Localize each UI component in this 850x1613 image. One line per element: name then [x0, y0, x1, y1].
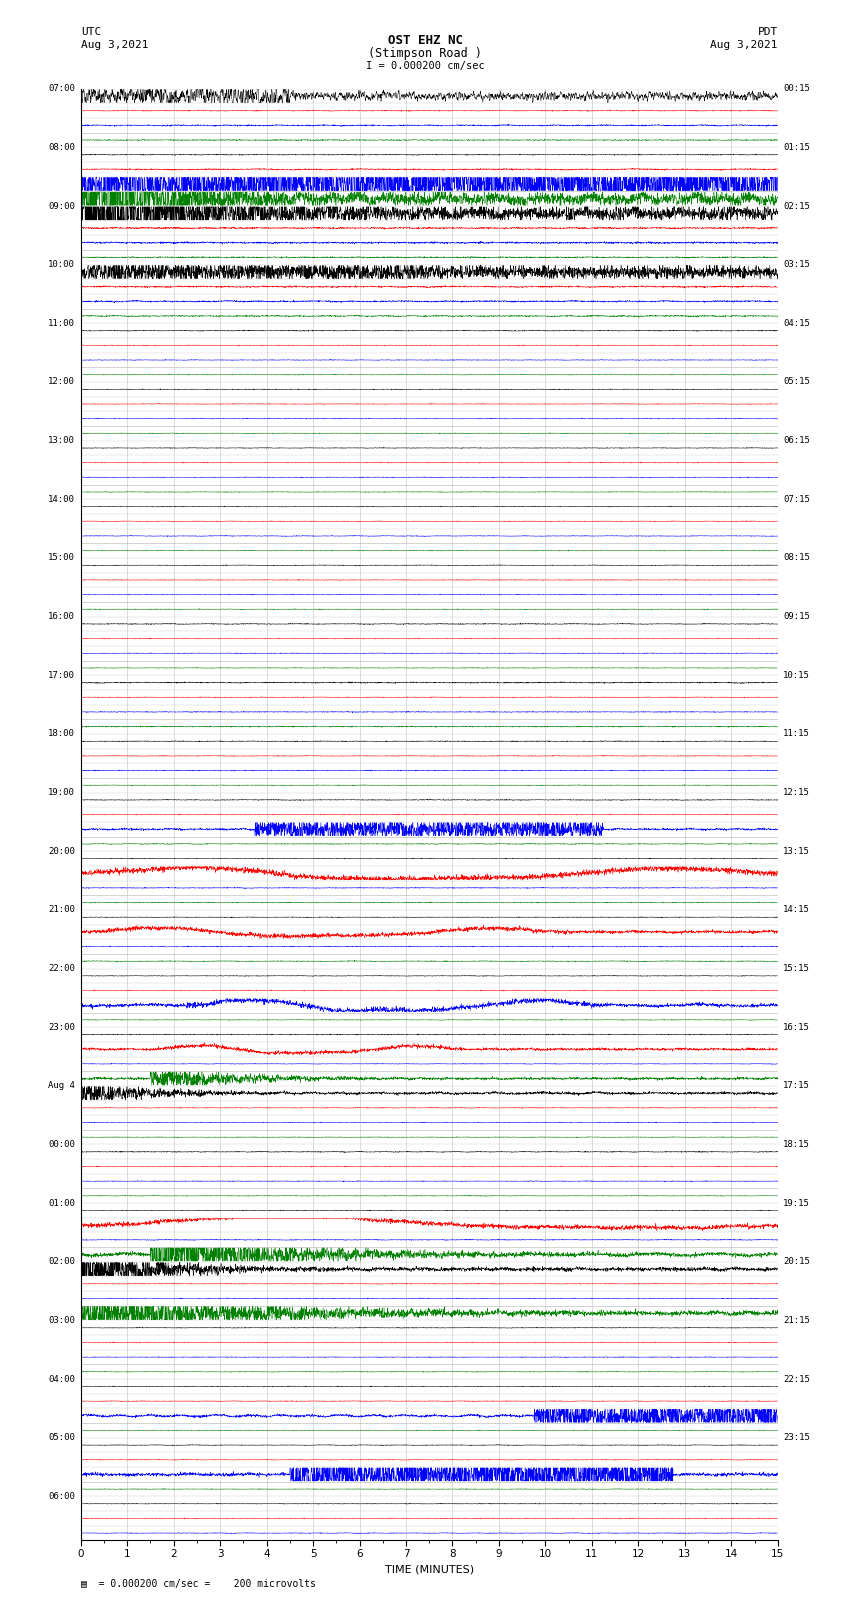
Text: 18:15: 18:15: [784, 1140, 810, 1148]
Text: 00:15: 00:15: [784, 84, 810, 94]
Text: 07:15: 07:15: [784, 495, 810, 503]
Text: 22:00: 22:00: [48, 965, 75, 973]
Text: 09:00: 09:00: [48, 202, 75, 211]
Text: 17:15: 17:15: [784, 1081, 810, 1090]
Text: 19:15: 19:15: [784, 1198, 810, 1208]
Text: 20:15: 20:15: [784, 1257, 810, 1266]
Text: 03:00: 03:00: [48, 1316, 75, 1324]
Text: 21:00: 21:00: [48, 905, 75, 915]
Text: 22:15: 22:15: [784, 1374, 810, 1384]
Text: ▤  = 0.000200 cm/sec =    200 microvolts: ▤ = 0.000200 cm/sec = 200 microvolts: [81, 1579, 315, 1589]
X-axis label: TIME (MINUTES): TIME (MINUTES): [385, 1565, 473, 1574]
Text: 05:00: 05:00: [48, 1434, 75, 1442]
Text: 03:15: 03:15: [784, 260, 810, 269]
Text: Aug 4: Aug 4: [48, 1081, 75, 1090]
Text: 14:15: 14:15: [784, 905, 810, 915]
Text: 12:00: 12:00: [48, 377, 75, 387]
Text: 15:15: 15:15: [784, 965, 810, 973]
Text: 00:00: 00:00: [48, 1140, 75, 1148]
Text: 16:15: 16:15: [784, 1023, 810, 1032]
Text: 16:00: 16:00: [48, 611, 75, 621]
Text: 08:15: 08:15: [784, 553, 810, 563]
Text: 10:15: 10:15: [784, 671, 810, 679]
Text: 06:00: 06:00: [48, 1492, 75, 1502]
Text: 17:00: 17:00: [48, 671, 75, 679]
Text: Aug 3,2021: Aug 3,2021: [81, 40, 148, 50]
Text: 14:00: 14:00: [48, 495, 75, 503]
Text: 19:00: 19:00: [48, 789, 75, 797]
Text: Aug 3,2021: Aug 3,2021: [711, 40, 778, 50]
Text: 10:00: 10:00: [48, 260, 75, 269]
Text: 11:00: 11:00: [48, 319, 75, 327]
Text: 04:15: 04:15: [784, 319, 810, 327]
Text: 13:15: 13:15: [784, 847, 810, 857]
Text: 20:00: 20:00: [48, 847, 75, 857]
Text: 09:15: 09:15: [784, 611, 810, 621]
Text: 12:15: 12:15: [784, 789, 810, 797]
Text: 04:00: 04:00: [48, 1374, 75, 1384]
Text: 08:00: 08:00: [48, 144, 75, 152]
Text: 02:00: 02:00: [48, 1257, 75, 1266]
Text: 11:15: 11:15: [784, 729, 810, 739]
Text: 23:15: 23:15: [784, 1434, 810, 1442]
Text: 21:15: 21:15: [784, 1316, 810, 1324]
Text: 07:00: 07:00: [48, 84, 75, 94]
Text: 06:15: 06:15: [784, 436, 810, 445]
Text: 13:00: 13:00: [48, 436, 75, 445]
Text: PDT: PDT: [757, 27, 778, 37]
Text: 15:00: 15:00: [48, 553, 75, 563]
Text: 05:15: 05:15: [784, 377, 810, 387]
Text: 18:00: 18:00: [48, 729, 75, 739]
Text: UTC: UTC: [81, 27, 101, 37]
Text: OST EHZ NC: OST EHZ NC: [388, 34, 462, 47]
Text: (Stimpson Road ): (Stimpson Road ): [368, 47, 482, 60]
Text: 02:15: 02:15: [784, 202, 810, 211]
Text: 01:00: 01:00: [48, 1198, 75, 1208]
Text: 23:00: 23:00: [48, 1023, 75, 1032]
Text: 01:15: 01:15: [784, 144, 810, 152]
Text: I = 0.000200 cm/sec: I = 0.000200 cm/sec: [366, 61, 484, 71]
